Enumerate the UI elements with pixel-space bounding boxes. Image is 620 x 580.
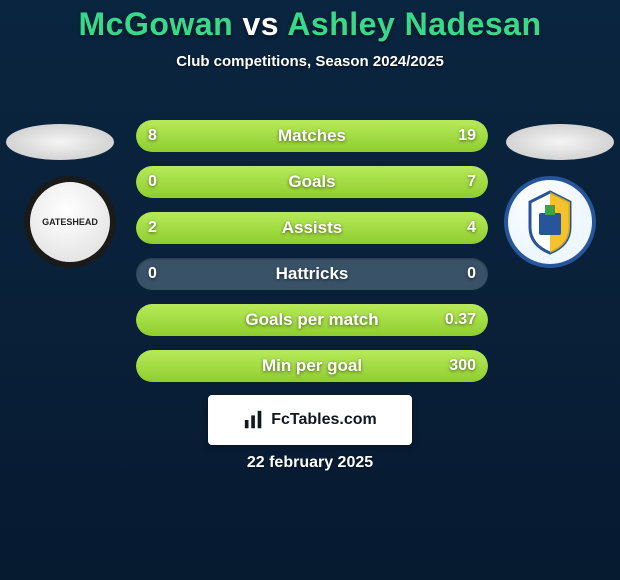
stat-value-right: 19: [458, 120, 476, 152]
vs-label: vs: [243, 6, 280, 42]
stat-row: Goals0 7: [136, 166, 488, 198]
stat-value-left: 2: [148, 212, 157, 244]
stat-bars-container: Matches819Goals07Assists24Hattricks00Goa…: [136, 120, 488, 396]
stat-row: Hattricks0 0: [136, 258, 488, 290]
stat-value-right: 0.37: [445, 304, 476, 336]
right-ellipse-decor: [506, 124, 614, 160]
stat-label: Matches: [136, 120, 488, 152]
stat-row: Matches8 19: [136, 120, 488, 152]
stat-value-left: 0: [148, 258, 157, 290]
page-title: McGowan vs Ashley Nadesan: [0, 0, 620, 43]
right-team-crest: [504, 176, 596, 268]
stat-value-left: 8: [148, 120, 157, 152]
subtitle: Club competitions, Season 2024/2025: [0, 53, 620, 70]
stat-value-right: 0: [467, 258, 476, 290]
stat-value-right: 7: [467, 166, 476, 198]
stat-row: Min per goal300: [136, 350, 488, 382]
brand-text: FcTables.com: [271, 411, 377, 429]
stat-value-left: 0: [148, 166, 157, 198]
stat-value-right: 300: [449, 350, 476, 382]
stat-label: Min per goal: [136, 350, 488, 382]
player2-name: Ashley Nadesan: [287, 6, 541, 42]
left-ellipse-decor: [6, 124, 114, 160]
stat-row: Assists2 4: [136, 212, 488, 244]
stat-label: Assists: [136, 212, 488, 244]
stat-value-right: 4: [467, 212, 476, 244]
left-team-crest: GATESHEAD: [24, 176, 116, 268]
comparison-infographic: McGowan vs Ashley Nadesan Club competiti…: [0, 0, 620, 580]
player1-name: McGowan: [78, 6, 233, 42]
right-crest-icon: [515, 187, 585, 257]
footer-date: 22 february 2025: [0, 454, 620, 472]
stat-label: Goals per match: [136, 304, 488, 336]
chart-icon: [243, 409, 265, 431]
stat-label: Goals: [136, 166, 488, 198]
stat-row: Goals per match0.37: [136, 304, 488, 336]
left-crest-text: GATESHEAD: [42, 217, 98, 227]
brand-card: FcTables.com: [208, 395, 412, 445]
stat-label: Hattricks: [136, 258, 488, 290]
